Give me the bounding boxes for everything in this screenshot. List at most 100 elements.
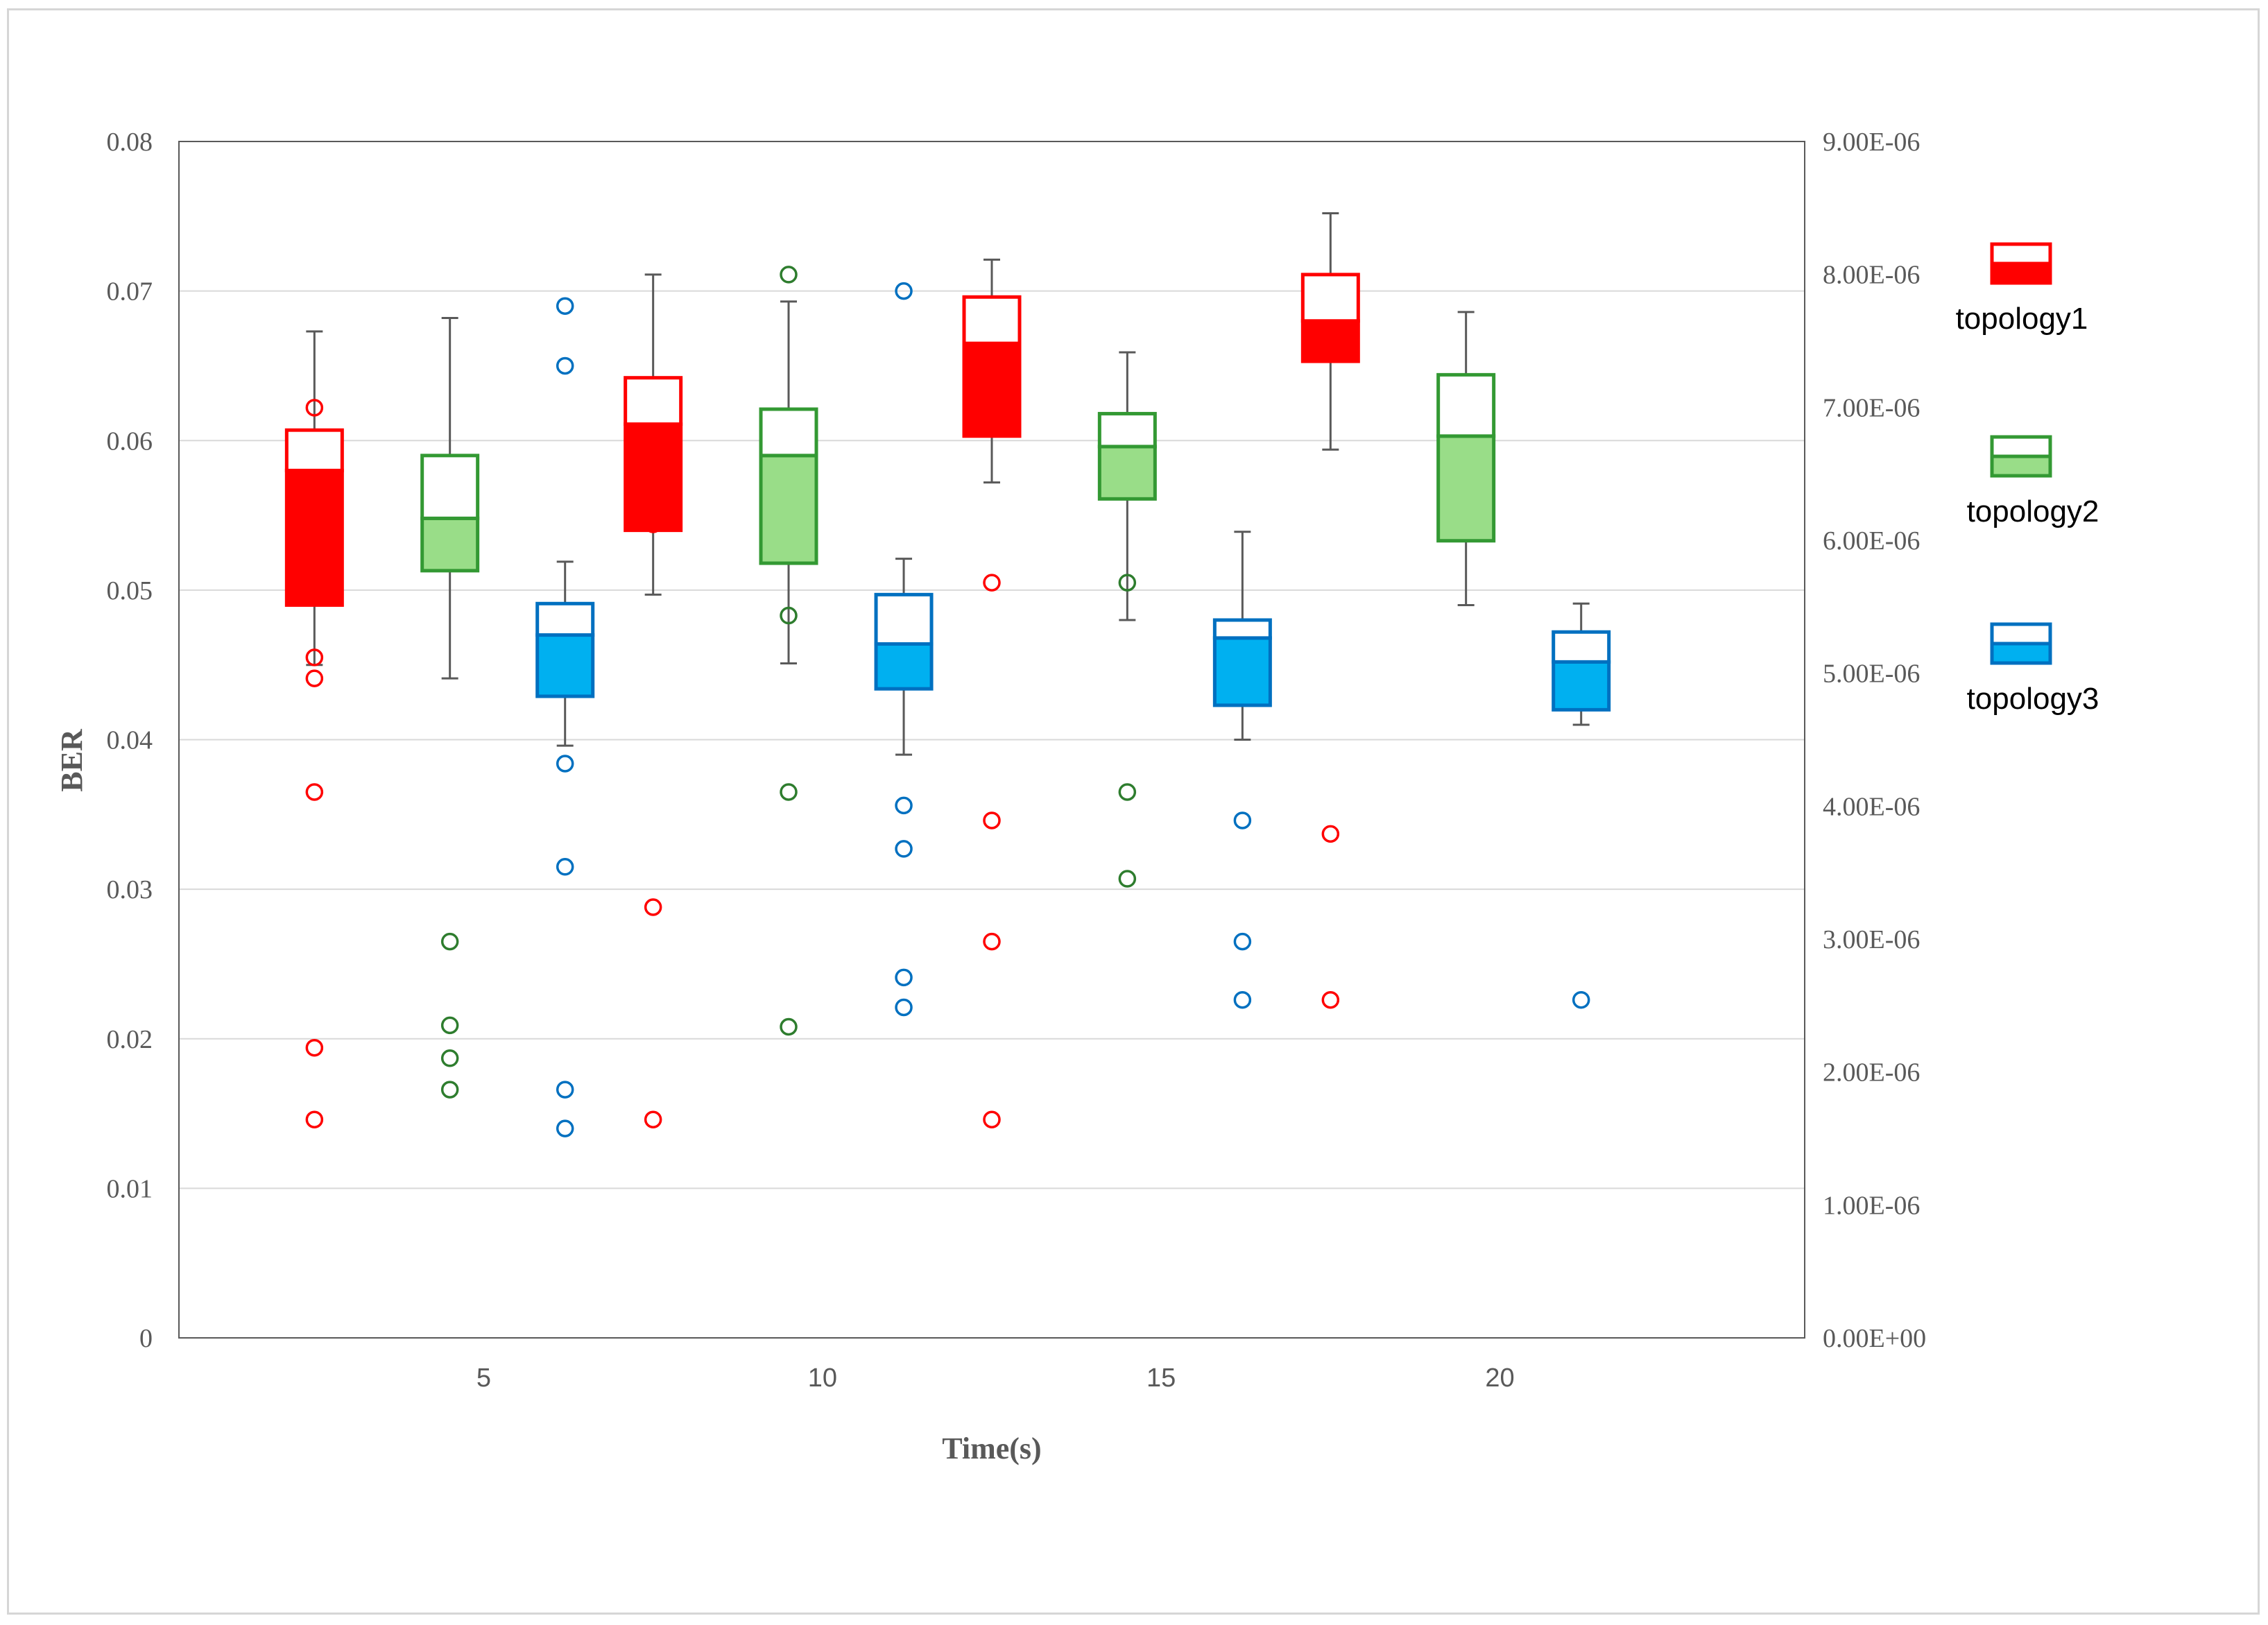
outlier-point xyxy=(780,1017,798,1036)
topology1-box xyxy=(624,273,683,1128)
y-tick-label: 0.07 xyxy=(107,277,153,307)
outlier-point xyxy=(780,783,798,801)
box-upper xyxy=(1097,411,1157,449)
topology2-box xyxy=(420,316,480,1099)
topology2-box xyxy=(1436,311,1496,606)
box-upper xyxy=(1436,372,1496,438)
outlier-point xyxy=(644,515,662,533)
outlier-point xyxy=(305,1038,324,1057)
outlier-point xyxy=(305,783,324,801)
box-lower xyxy=(962,341,1022,438)
box-upper xyxy=(624,376,683,427)
outlier-point xyxy=(556,356,574,375)
box-lower xyxy=(1436,434,1496,543)
outlier-point xyxy=(1118,783,1137,801)
box-lower xyxy=(1097,445,1157,501)
outlier-point xyxy=(440,1081,459,1099)
legend-swatch-lower xyxy=(1990,454,2052,478)
y-axis-left: 0 0.01 0.02 0.03 0.04 0.05 0.06 0.07 0.08 xyxy=(107,128,153,1353)
y2-tick-label: 5.00E-06 xyxy=(1823,660,1920,689)
box-upper xyxy=(874,592,934,646)
box-upper xyxy=(535,601,595,637)
outlier-point xyxy=(895,796,913,815)
box-lower xyxy=(759,454,818,565)
chart-frame xyxy=(7,8,2260,1615)
outlier-point xyxy=(556,297,574,315)
y2-tick-label: 7.00E-06 xyxy=(1823,393,1920,422)
y2-tick-label: 8.00E-06 xyxy=(1823,261,1920,290)
y-axis-title: BER xyxy=(55,728,89,792)
x-axis-title: Time(s) xyxy=(942,1431,1041,1465)
outlier-point xyxy=(1321,825,1340,843)
outlier-point xyxy=(1118,870,1137,888)
y-tick-label: 0.05 xyxy=(107,576,153,605)
x-axis: 5 10 15 20 xyxy=(476,1364,1515,1393)
y2-tick-label: 4.00E-06 xyxy=(1823,792,1920,821)
outlier-point xyxy=(556,1081,574,1099)
outlier-point xyxy=(305,669,324,687)
outlier-point xyxy=(305,648,324,667)
box-upper xyxy=(284,428,344,472)
y-tick-label: 0 xyxy=(139,1324,153,1353)
legend-swatch-upper xyxy=(1990,622,2052,646)
topology3-box xyxy=(1212,531,1272,1009)
outlier-point xyxy=(1233,990,1252,1009)
box-lower xyxy=(535,633,595,698)
outlier-point xyxy=(556,1119,574,1137)
outlier-point xyxy=(983,1110,1001,1128)
topology1-box xyxy=(962,258,1022,1128)
box-lower xyxy=(420,516,480,573)
y2-tick-label: 2.00E-06 xyxy=(1823,1058,1920,1087)
legend-label: topology3 xyxy=(1967,682,2099,716)
box-upper xyxy=(962,295,1022,345)
outlier-point xyxy=(1572,990,1590,1009)
outlier-point xyxy=(556,755,574,773)
x-tick-label: 15 xyxy=(1146,1364,1176,1393)
box-lower xyxy=(1300,319,1360,363)
y-tick-label: 0.02 xyxy=(107,1025,153,1054)
plot-area xyxy=(178,141,1805,1339)
legend-label: topology1 xyxy=(1956,302,2088,336)
y-tick-label: 0.06 xyxy=(107,427,153,456)
box-lower xyxy=(284,468,344,607)
y-tick-label: 0.04 xyxy=(107,726,153,755)
outlier-point xyxy=(556,858,574,876)
x-tick-label: 10 xyxy=(808,1364,837,1393)
outlier-point xyxy=(440,932,459,951)
box-upper xyxy=(420,454,480,520)
outlier-point xyxy=(1233,811,1252,829)
topology3-box xyxy=(1552,602,1611,1009)
y2-tick-label: 6.00E-06 xyxy=(1823,526,1920,556)
y-axis-right: 0.00E+00 1.00E-06 2.00E-06 3.00E-06 4.00E-06… xyxy=(1823,128,1926,1353)
box-lower xyxy=(874,642,934,691)
outlier-point xyxy=(780,606,798,625)
topology2-box xyxy=(1097,351,1157,888)
outlier-point xyxy=(305,399,324,417)
outlier-point xyxy=(1233,932,1252,951)
legend-item-topology3: topology3 xyxy=(1967,622,2099,716)
boxes xyxy=(284,212,1611,1137)
topology3-box xyxy=(874,282,934,1017)
box-upper xyxy=(1552,630,1611,664)
outlier-point xyxy=(305,1110,324,1128)
outlier-point xyxy=(644,1110,662,1128)
outlier-point xyxy=(983,932,1001,951)
y2-tick-label: 3.00E-06 xyxy=(1823,925,1920,954)
y-tick-label: 0.03 xyxy=(107,875,153,904)
legend-label: topology2 xyxy=(1967,495,2099,528)
outlier-point xyxy=(895,998,913,1017)
box-lower xyxy=(1552,660,1611,712)
outlier-point xyxy=(644,898,662,916)
box-upper xyxy=(1212,618,1272,640)
box-upper xyxy=(759,407,818,458)
outlier-point xyxy=(1118,574,1137,592)
box-lower xyxy=(1212,636,1272,707)
outlier-point xyxy=(983,811,1001,829)
y2-tick-label: 1.00E-06 xyxy=(1823,1191,1920,1220)
outlier-point xyxy=(983,574,1001,592)
legend-item-topology2: topology2 xyxy=(1967,435,2099,528)
box-upper xyxy=(1300,273,1360,323)
topology1-box xyxy=(1300,212,1360,1009)
legend-swatch-lower xyxy=(1990,642,2052,665)
